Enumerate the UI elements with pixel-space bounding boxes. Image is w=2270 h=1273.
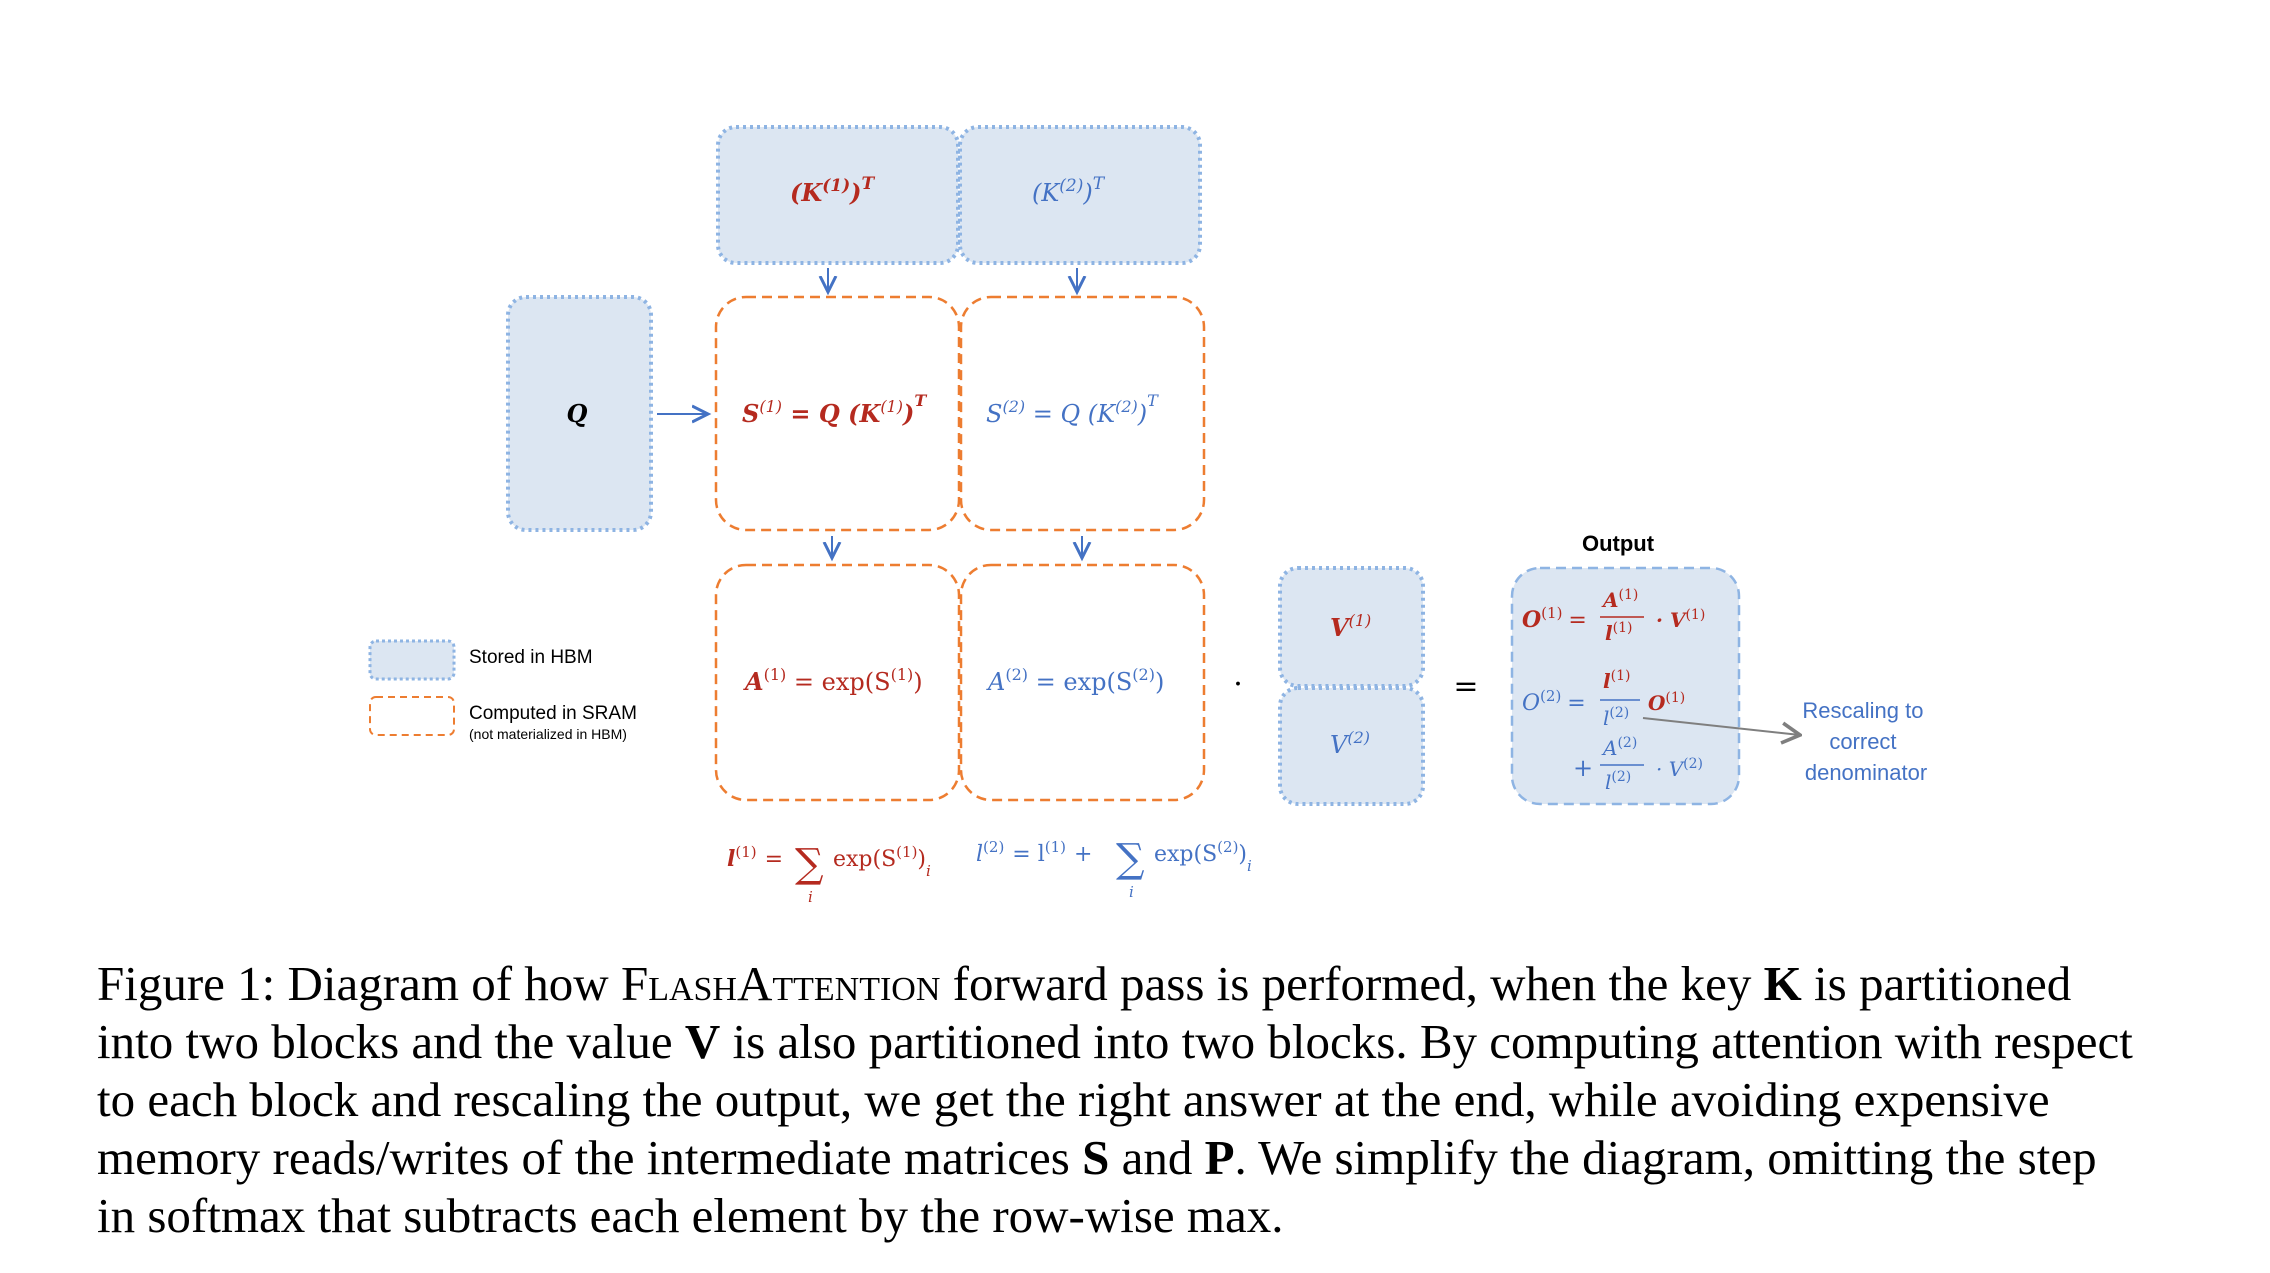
o2-num: l(1) bbox=[1603, 668, 1630, 693]
o2b-num: A(2) bbox=[1601, 735, 1637, 760]
q-block bbox=[506, 295, 653, 532]
caption-line-4: memory reads/writes of the intermediate … bbox=[97, 1130, 2097, 1185]
l2-formula: l(2) = l(1) + bbox=[976, 838, 1092, 867]
q-label: Q bbox=[567, 399, 588, 428]
l2-sigma-sub: i bbox=[1129, 883, 1134, 901]
output-block bbox=[1510, 566, 1741, 806]
o1-num: A(1) bbox=[1601, 587, 1638, 612]
v2-block bbox=[1278, 686, 1425, 806]
equals-operator: = bbox=[1453, 669, 1478, 704]
o1-den: l(1) bbox=[1605, 620, 1632, 645]
l2-expr: exp(S(2))i bbox=[1154, 838, 1252, 875]
legend-sram-label: Computed in SRAM bbox=[469, 703, 637, 724]
legend-sram-swatch bbox=[369, 696, 455, 736]
caption-line-1: Figure 1: Diagram of how FlashAttention … bbox=[97, 956, 2072, 1011]
o2b-tail: · V(2) bbox=[1656, 756, 1703, 781]
caption-line-2: into two blocks and the value V is also … bbox=[97, 1014, 2133, 1069]
s1-formula: S(1) = Q (K(1))T bbox=[742, 391, 927, 428]
k2-block bbox=[958, 125, 1202, 265]
l1-expr: exp(S(1))i bbox=[833, 843, 931, 880]
l2-sigma: ∑ bbox=[1116, 836, 1145, 882]
a1-block bbox=[714, 563, 961, 802]
o2-tail: O(1) bbox=[1648, 690, 1685, 715]
v1-block bbox=[1278, 566, 1425, 688]
k2-label: (K(2))T bbox=[1032, 174, 1106, 207]
a1-formula: A(1) = exp(S(1)) bbox=[743, 665, 923, 696]
figure-caption: Figure 1: Diagram of how FlashAttention … bbox=[97, 955, 2212, 1245]
l1-sigma-sub: i bbox=[808, 888, 813, 906]
k1-label: (K(1))T bbox=[790, 174, 876, 207]
o2-lhs: O(2) = bbox=[1522, 687, 1586, 716]
v1-label: V(1) bbox=[1330, 611, 1371, 642]
a2-formula: A(2) = exp(S(2)) bbox=[986, 665, 1164, 696]
o1-lhs: O(1) = bbox=[1522, 604, 1587, 633]
k1-block bbox=[716, 125, 960, 265]
flashattention-name: FlashAttention bbox=[620, 956, 941, 1011]
o1-tail: · V(1) bbox=[1656, 607, 1705, 632]
o2b-plus: + bbox=[1573, 754, 1593, 782]
l1-formula: l(1) = bbox=[727, 843, 783, 872]
legend-sram-note: (not materialized in HBM) bbox=[469, 726, 627, 742]
legend-hbm-label: Stored in HBM bbox=[469, 647, 593, 668]
caption-line-3: to each block and rescaling the output, … bbox=[97, 1072, 2050, 1127]
v2-label: V(2) bbox=[1330, 728, 1370, 759]
a2-block bbox=[959, 563, 1206, 802]
s2-formula: S(2) = Q (K(2))T bbox=[986, 391, 1159, 428]
l1-sigma: ∑ bbox=[795, 841, 824, 887]
caption-line-5: in softmax that subtracts each element b… bbox=[97, 1188, 1284, 1243]
o2b-den: l(2) bbox=[1605, 769, 1631, 794]
legend-hbm-swatch bbox=[368, 639, 456, 681]
o2-den: l(2) bbox=[1603, 705, 1629, 730]
rescale-annotation: Rescaling to correct denominator bbox=[1802, 698, 1929, 785]
dot-operator: · bbox=[1233, 667, 1243, 702]
rescale-arrow bbox=[1642, 717, 1800, 735]
output-title: Output bbox=[1582, 531, 1655, 556]
